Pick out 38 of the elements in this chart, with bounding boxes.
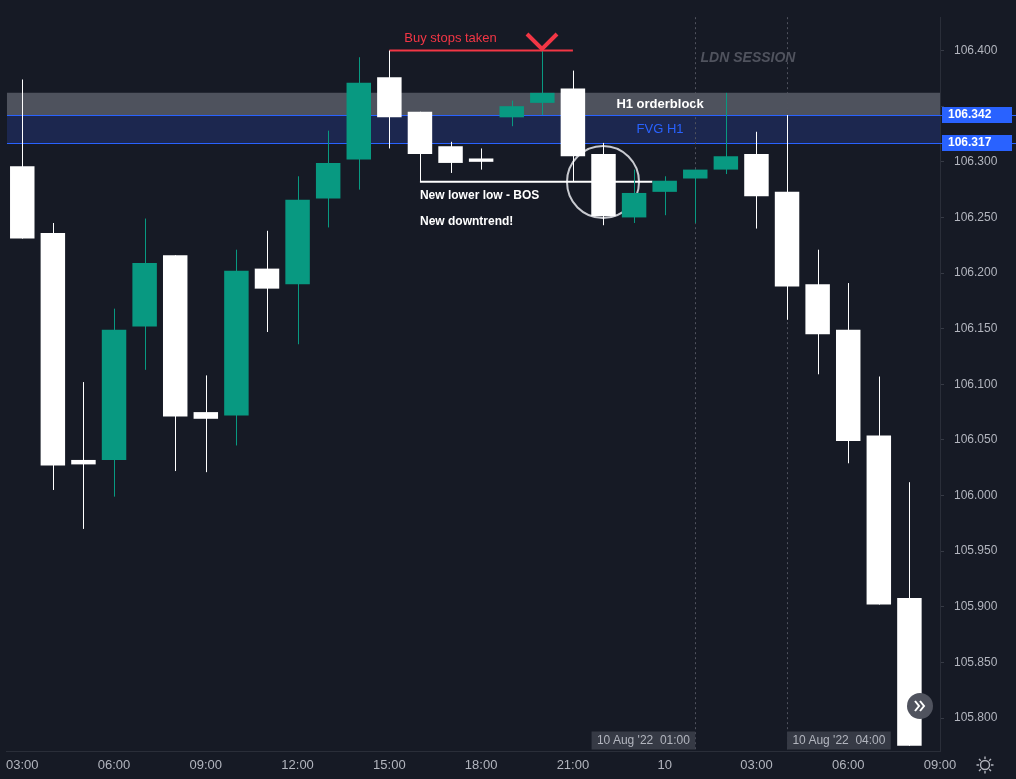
x-tick-label: 09:00 (189, 756, 223, 772)
y-tick-label: 106.250 (954, 209, 998, 224)
x-tick-label: 18:00 (464, 756, 498, 772)
x-tick-label: 10 (657, 756, 672, 772)
y-tick-label: 106.200 (954, 265, 998, 280)
y-tick-label: 106.050 (954, 432, 998, 447)
candlestick (468, 147, 494, 171)
x-tick-label: 12:00 (281, 756, 314, 772)
candlestick (530, 50, 555, 116)
y-tick-label: 106.000 (954, 487, 998, 502)
ref-line-label: 106.317 (948, 135, 992, 150)
band-label: FVG H1 (636, 120, 684, 136)
x-tick-label: 15:00 (373, 756, 406, 772)
band-label: H1 orderblock (616, 95, 705, 111)
x-tick-label: 21:00 (556, 756, 590, 772)
y-tick-label: 106.150 (954, 320, 998, 335)
x-tick-label: 09:00 (923, 756, 957, 772)
x-tick-label: 06:00 (831, 756, 865, 772)
annotation: Buy stops taken (404, 30, 497, 46)
ref-line-label: 10 Aug '22 04:00 (792, 732, 886, 747)
ref-line-label: 106.342 (948, 107, 992, 122)
ref-line-label: 10 Aug '22 01:00 (596, 732, 691, 747)
y-tick-label: 105.800 (954, 710, 998, 725)
y-tick-label: 106.400 (954, 42, 998, 57)
y-tick-label: 105.850 (954, 654, 998, 669)
annotation: New downtrend! (420, 214, 514, 229)
candlestick (193, 374, 219, 473)
annotation: LDN SESSION (700, 48, 797, 65)
candlestick (713, 92, 739, 175)
y-tick-label: 106.300 (954, 154, 998, 169)
x-tick-label: 03:00 (740, 756, 773, 772)
y-tick-label: 105.950 (954, 543, 998, 558)
candlestick (71, 381, 96, 530)
x-tick-label: 06:00 (97, 756, 131, 772)
annotation: New lower low - BOS (419, 188, 540, 203)
x-tick-label: 03:00 (5, 756, 39, 772)
y-tick-label: 106.100 (954, 376, 998, 391)
y-tick-label: 105.900 (954, 599, 998, 614)
